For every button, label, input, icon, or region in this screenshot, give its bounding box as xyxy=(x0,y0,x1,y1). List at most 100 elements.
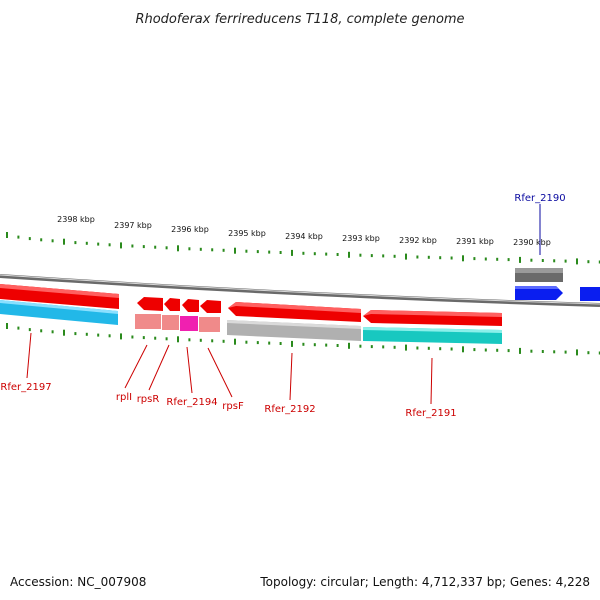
upper-tick xyxy=(17,235,20,239)
band-rfer-2197[interactable] xyxy=(0,300,118,325)
gene-arrow-rfer-2190-highlight xyxy=(515,286,559,289)
label-leaders xyxy=(26,332,433,405)
lower-tick xyxy=(97,333,100,337)
label-rfer-2190[interactable]: Rfer_2190 xyxy=(514,193,565,204)
gene-arrow-rfer-2190[interactable] xyxy=(515,286,563,300)
upper-tick xyxy=(484,257,487,261)
upper-tick xyxy=(587,260,590,264)
upper-tick xyxy=(507,258,510,262)
lower-tick xyxy=(416,346,419,350)
band-rfer-2191-highlight xyxy=(363,327,502,333)
upper-tick xyxy=(450,256,453,260)
lower-tick xyxy=(142,336,145,340)
label-rfer-2192[interactable]: Rfer_2192 xyxy=(264,404,315,415)
lower-tick xyxy=(519,347,521,354)
lower-tick xyxy=(598,351,600,355)
label-rfer-2191[interactable]: Rfer_2191 xyxy=(405,408,456,419)
upper-tick xyxy=(279,251,282,254)
gene-arrow-rplI[interactable] xyxy=(137,297,163,311)
lower-tick xyxy=(279,342,282,345)
lower-tick xyxy=(587,351,590,355)
lower-tick xyxy=(211,339,214,343)
band-rfer-2194[interactable] xyxy=(180,316,198,331)
lower-tick xyxy=(28,328,31,332)
lower-tick xyxy=(484,348,487,352)
lower-tick xyxy=(245,340,248,344)
leader-rfer-2194 xyxy=(186,346,193,394)
upper-tick xyxy=(177,245,179,252)
upper-tick xyxy=(245,249,248,253)
upper-tick xyxy=(222,248,225,252)
ruler-label-2398: 2398 kbp xyxy=(57,215,95,224)
lower-tick xyxy=(234,338,236,345)
gene-arrow-rpsF[interactable] xyxy=(200,300,221,313)
lower-tick xyxy=(439,347,442,351)
label-rfer-2194[interactable]: Rfer_2194 xyxy=(166,397,217,408)
lower-bands xyxy=(0,300,502,344)
leader-rpsR xyxy=(148,344,170,391)
lower-tick xyxy=(40,329,43,333)
band-rplI[interactable] xyxy=(135,314,161,329)
ruler-label-2394: 2394 kbp xyxy=(285,232,323,241)
upper-tick xyxy=(188,247,191,251)
upper-tick xyxy=(598,260,600,264)
upper-tick xyxy=(51,239,54,243)
gene-arrow-rfer-2191-highlight xyxy=(363,310,502,317)
upper-tick xyxy=(405,253,407,260)
lower-tick xyxy=(393,345,396,349)
ruler-label-2391: 2391 kbp xyxy=(456,237,494,246)
gene-arrow-next-blue[interactable] xyxy=(580,287,600,301)
lower-tick xyxy=(302,342,305,346)
upper-tick xyxy=(496,257,499,261)
upper-tick xyxy=(165,246,168,250)
gene-arrow-rfer-2197-highlight xyxy=(0,284,119,298)
lower-tick xyxy=(85,332,88,336)
upper-tick xyxy=(382,254,385,258)
lower-tick xyxy=(405,344,407,351)
upper-tick xyxy=(199,247,202,251)
lower-tick xyxy=(131,335,134,339)
upper-tick xyxy=(313,252,316,256)
label-rpsR[interactable]: rpsR xyxy=(137,394,160,405)
blue-genes xyxy=(515,286,600,301)
leader-rfer-2192 xyxy=(289,352,293,401)
band-rpsF[interactable] xyxy=(199,317,220,332)
label-rplI[interactable]: rplI xyxy=(116,392,132,403)
gene-labels: Rfer_2197 rplI rpsR Rfer_2194 rpsF Rfer_… xyxy=(0,193,565,419)
lower-tick xyxy=(268,341,271,345)
band-rpsR[interactable] xyxy=(162,315,179,330)
lower-tick xyxy=(450,347,453,351)
upper-tick xyxy=(393,254,396,258)
leader-rpsF xyxy=(207,347,233,398)
lower-tick xyxy=(325,343,328,347)
upper-tick xyxy=(473,257,476,261)
ruler-labels: 2398 kbp 2397 kbp 2396 kbp 2395 kbp 2394… xyxy=(57,215,551,247)
upper-tick xyxy=(154,245,157,249)
upper-tick xyxy=(131,244,134,248)
upper-tick xyxy=(234,247,236,254)
band-rfer-2197-highlight xyxy=(0,300,118,314)
ruler-label-2395: 2395 kbp xyxy=(228,229,266,238)
gene-arrow-rpsR[interactable] xyxy=(164,298,180,311)
label-rpsF[interactable]: rpsF xyxy=(222,401,244,412)
lower-tick xyxy=(473,348,476,352)
accession-text: Accession: NC_007908 xyxy=(10,575,146,589)
lower-tick xyxy=(154,336,157,340)
upper-tick xyxy=(370,254,373,258)
lower-tick xyxy=(382,345,385,349)
upper-tick xyxy=(519,256,521,263)
ruler-label-2393: 2393 kbp xyxy=(342,234,380,243)
lower-tick xyxy=(222,339,225,343)
upper-tick xyxy=(427,255,430,259)
upper-tick xyxy=(348,251,350,258)
lower-tick xyxy=(291,340,293,347)
upper-tick xyxy=(336,253,339,256)
upper-tick xyxy=(108,243,111,247)
upper-tick xyxy=(268,250,271,254)
gene-arrow-rfer-2194[interactable] xyxy=(182,299,199,312)
lower-tick xyxy=(6,323,8,329)
upper-tick xyxy=(85,241,88,245)
lower-tick xyxy=(496,348,499,352)
label-rfer-2197[interactable]: Rfer_2197 xyxy=(0,382,51,393)
gene-arrow-rfer-2192-highlight xyxy=(228,302,361,313)
